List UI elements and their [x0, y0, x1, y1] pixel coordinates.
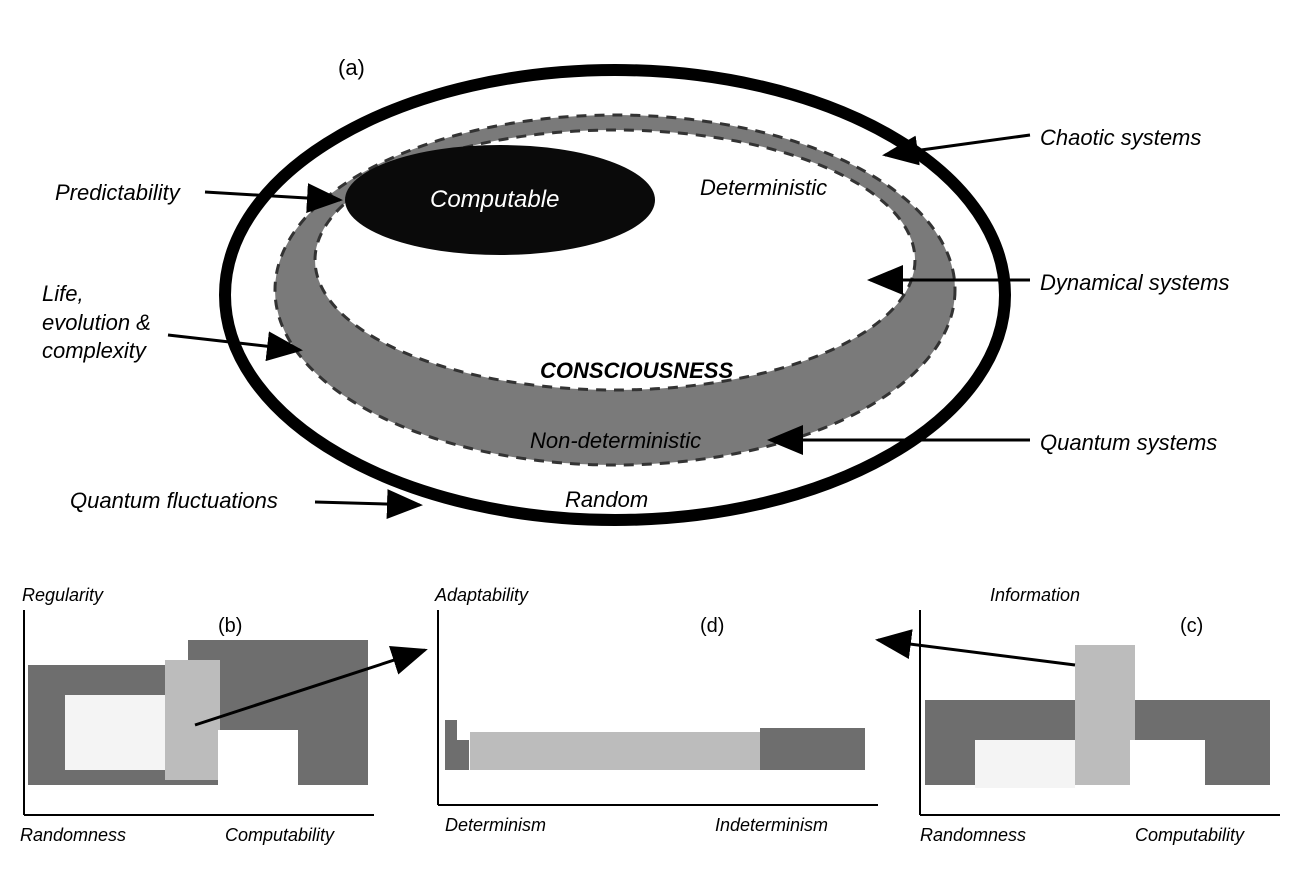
panel-d-label: (d): [700, 615, 724, 638]
life-line-2: evolution &: [42, 309, 151, 338]
panel-c: [920, 610, 1280, 815]
panel-d: [438, 610, 878, 805]
random-label: Random: [565, 487, 648, 513]
panel-b-xright: Computability: [225, 825, 334, 846]
panel-b-bars: [28, 640, 368, 785]
panel-d-xright: Indeterminism: [715, 815, 828, 836]
panel-b: [24, 610, 374, 815]
deterministic-label: Deterministic: [700, 175, 827, 201]
panel-c-bars: [925, 645, 1270, 788]
panel-c-ytitle: Information: [990, 585, 1080, 606]
quantum-fluctuations-label: Quantum fluctuations: [70, 488, 278, 514]
dynamical-systems-label: Dynamical systems: [1040, 270, 1229, 296]
panel-c-xright: Computability: [1135, 825, 1244, 846]
panel-c-xleft: Randomness: [920, 825, 1026, 846]
life-line-1: Life,: [42, 280, 151, 309]
computable-label: Computable: [430, 186, 559, 214]
panel-b-label: (b): [218, 615, 242, 638]
life-complexity-label: Life, evolution & complexity: [42, 280, 151, 366]
chaotic-systems-label: Chaotic systems: [1040, 125, 1201, 151]
life-line-3: complexity: [42, 337, 151, 366]
consciousness-label: CONSCIOUSNESS: [540, 358, 733, 384]
diagram-container: (a) Computable Deterministic Non-determi…: [0, 0, 1300, 869]
panel-d-ytitle: Adaptability: [435, 585, 528, 606]
panel-b-ytitle: Regularity: [22, 585, 103, 606]
panel-c-label: (c): [1180, 615, 1203, 638]
panel-d-bars: [445, 720, 865, 770]
panel-b-xleft: Randomness: [20, 825, 126, 846]
predictability-label: Predictability: [55, 180, 180, 206]
non-deterministic-label: Non-deterministic: [530, 428, 701, 454]
panel-a-label: (a): [338, 55, 365, 81]
panel-d-xleft: Determinism: [445, 815, 546, 836]
quantum-systems-label: Quantum systems: [1040, 430, 1217, 456]
